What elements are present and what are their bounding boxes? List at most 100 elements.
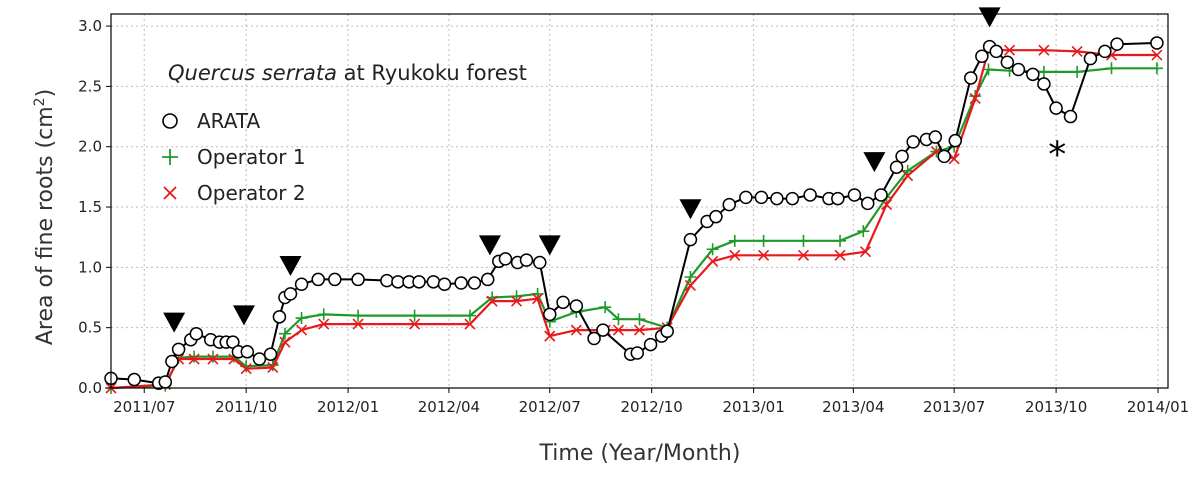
data-point-arata xyxy=(1037,77,1051,91)
data-point-arata xyxy=(596,323,610,337)
data-point-arata xyxy=(722,197,736,212)
data-point-operator-1 xyxy=(352,309,365,322)
data-point-arata xyxy=(426,275,441,289)
data-point-arata xyxy=(311,272,325,287)
data-point-arata xyxy=(498,252,513,266)
y-axis-title-superscript: 2 xyxy=(32,97,48,106)
y-tick-label: 2.0 xyxy=(78,138,102,156)
data-point-operator-1 xyxy=(857,225,870,238)
x-tick-label: 2011/07 xyxy=(113,398,175,416)
plot-area xyxy=(111,14,1168,388)
data-point-arata xyxy=(874,188,888,202)
data-point-arata xyxy=(889,160,904,174)
data-point-operator-1 xyxy=(206,350,219,363)
chart-title: Quercus serrata at Ryukoku forest xyxy=(168,61,527,85)
data-point-arata xyxy=(263,347,278,361)
data-point-operator-1 xyxy=(295,312,308,325)
legend-marker-arata xyxy=(162,113,178,129)
data-point-operator-1 xyxy=(706,243,719,256)
data-point-arata xyxy=(587,331,601,346)
data-point-operator-2 xyxy=(1151,49,1163,61)
data-point-operator-2 xyxy=(834,249,846,261)
data-point-arata xyxy=(543,307,557,322)
data-point-arata xyxy=(1098,44,1112,59)
data-point-operator-2 xyxy=(570,324,582,336)
data-point-arata xyxy=(803,188,817,202)
asterisk-annotation: * xyxy=(1048,135,1066,176)
data-point-operator-2 xyxy=(486,295,498,307)
data-point-arata xyxy=(391,275,405,289)
legend-entry-arata: ARATA xyxy=(162,109,261,133)
y-axis-title-main: Area of fine roots (cm xyxy=(33,106,58,345)
data-point-operator-2 xyxy=(758,249,770,261)
data-point-arata xyxy=(831,191,845,206)
data-point-arata xyxy=(189,326,204,341)
data-point-operator-1 xyxy=(188,350,201,363)
x-tick-label: 2012/04 xyxy=(418,398,480,416)
data-point-arata xyxy=(252,352,267,366)
data-point-arata xyxy=(754,190,769,205)
data-point-operator-2 xyxy=(532,293,544,305)
data-point-operator-2 xyxy=(240,363,252,375)
data-point-arata xyxy=(454,276,468,290)
plot-frame xyxy=(110,13,1169,389)
data-point-arata xyxy=(533,255,547,270)
event-triangle-marker xyxy=(478,235,501,256)
data-point-operator-1 xyxy=(633,313,646,326)
event-triangle-marker xyxy=(679,199,702,220)
annotation-layer: * xyxy=(163,7,1066,333)
data-point-arata xyxy=(1150,36,1164,50)
y-tick-label: 2.5 xyxy=(78,77,102,95)
legend-entry-operator-1: Operator 1 xyxy=(162,145,306,169)
data-point-operator-2 xyxy=(296,324,308,336)
data-point-arata xyxy=(770,191,784,206)
data-point-arata xyxy=(1063,109,1078,124)
data-point-operator-2 xyxy=(797,249,810,261)
x-tick-label: 2013/01 xyxy=(722,398,784,416)
data-point-arata xyxy=(1026,67,1040,82)
title-species: Quercus serrata xyxy=(168,61,337,85)
data-point-operator-1 xyxy=(982,63,995,76)
event-triangle-marker xyxy=(232,305,255,326)
data-point-arata xyxy=(948,133,963,148)
data-point-operator-1 xyxy=(278,327,291,340)
data-point-arata xyxy=(630,346,645,360)
data-point-operator-1 xyxy=(728,234,741,247)
data-point-operator-2 xyxy=(409,318,421,330)
data-point-operator-2 xyxy=(510,295,523,307)
event-triangle-marker xyxy=(863,152,886,173)
data-point-arata xyxy=(785,191,800,206)
data-point-operator-2 xyxy=(684,279,697,292)
data-point-operator-2 xyxy=(729,249,741,261)
data-point-arata xyxy=(519,253,534,267)
data-point-operator-1 xyxy=(797,234,810,247)
x-axis-title: Time (Year/Month) xyxy=(539,441,741,466)
data-point-arata xyxy=(906,135,920,149)
data-point-operator-2 xyxy=(1003,44,1016,56)
event-triangle-marker xyxy=(538,235,561,256)
y-tick-label: 3.0 xyxy=(78,17,102,35)
data-point-operator-2 xyxy=(279,336,291,348)
data-point-operator-2 xyxy=(318,318,330,330)
event-triangle-marker xyxy=(978,7,1001,28)
x-tick-label: 2012/01 xyxy=(317,398,379,416)
data-point-arata xyxy=(860,196,875,211)
plot-background xyxy=(111,14,1168,388)
x-tick-label: 2011/10 xyxy=(215,398,277,416)
data-point-operator-2 xyxy=(267,361,279,374)
data-point-arata xyxy=(1049,101,1063,115)
legend-label-arata: ARATA xyxy=(197,109,261,133)
data-point-operator-2 xyxy=(633,324,646,336)
data-point-arata xyxy=(480,272,495,287)
data-point-arata xyxy=(1083,51,1098,66)
legend: ARATA Operator 1 Operator 2 xyxy=(162,109,306,205)
y-axis-title: Area of fine roots (cm2) xyxy=(32,89,58,345)
event-triangle-marker xyxy=(279,255,302,276)
data-point-arata xyxy=(1110,37,1124,51)
data-point-operator-2 xyxy=(612,324,625,336)
data-point-arata xyxy=(556,295,570,310)
data-point-operator-1 xyxy=(408,309,421,322)
y-tick-label: 1.0 xyxy=(78,258,102,276)
data-point-arata xyxy=(283,287,298,301)
